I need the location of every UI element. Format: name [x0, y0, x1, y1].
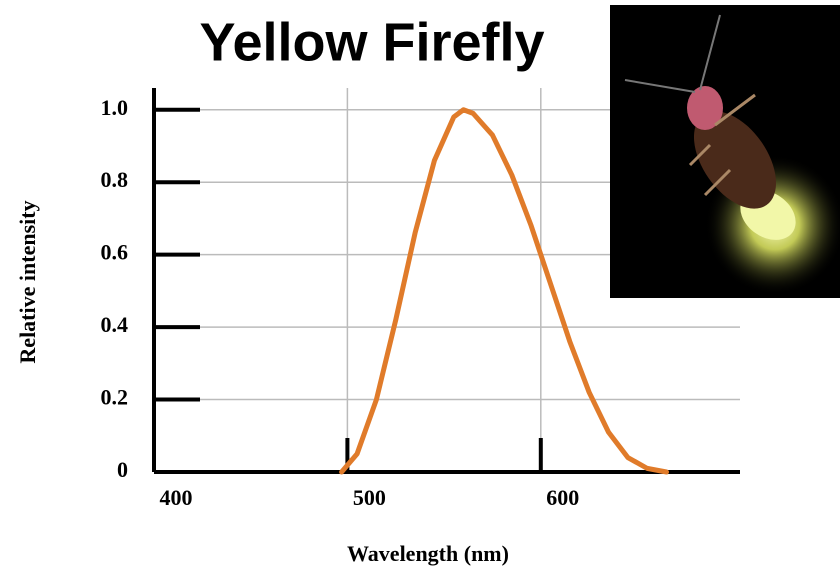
y-tick-label: 0.2 — [101, 385, 129, 410]
y-tick-label: 1.0 — [101, 95, 129, 120]
x-tick-label: 600 — [546, 485, 579, 510]
y-axis-label: Relative intensity — [15, 200, 40, 363]
chart-title: Yellow Firefly — [199, 12, 544, 72]
x-tick-label: 500 — [353, 485, 386, 510]
firefly-photo — [610, 5, 840, 298]
y-tick-label: 0.8 — [101, 167, 129, 192]
x-tick-label: 400 — [160, 485, 193, 510]
x-axis-label: Wavelength (nm) — [347, 541, 509, 566]
y-tick-label: 0.4 — [101, 312, 129, 337]
y-tick-label: 0 — [117, 457, 128, 482]
y-tick-label: 0.6 — [101, 240, 129, 265]
page: Yellow Firefly 0 0.2 0.4 0.6 0.8 1.0 400 500 600… — [0, 0, 840, 576]
